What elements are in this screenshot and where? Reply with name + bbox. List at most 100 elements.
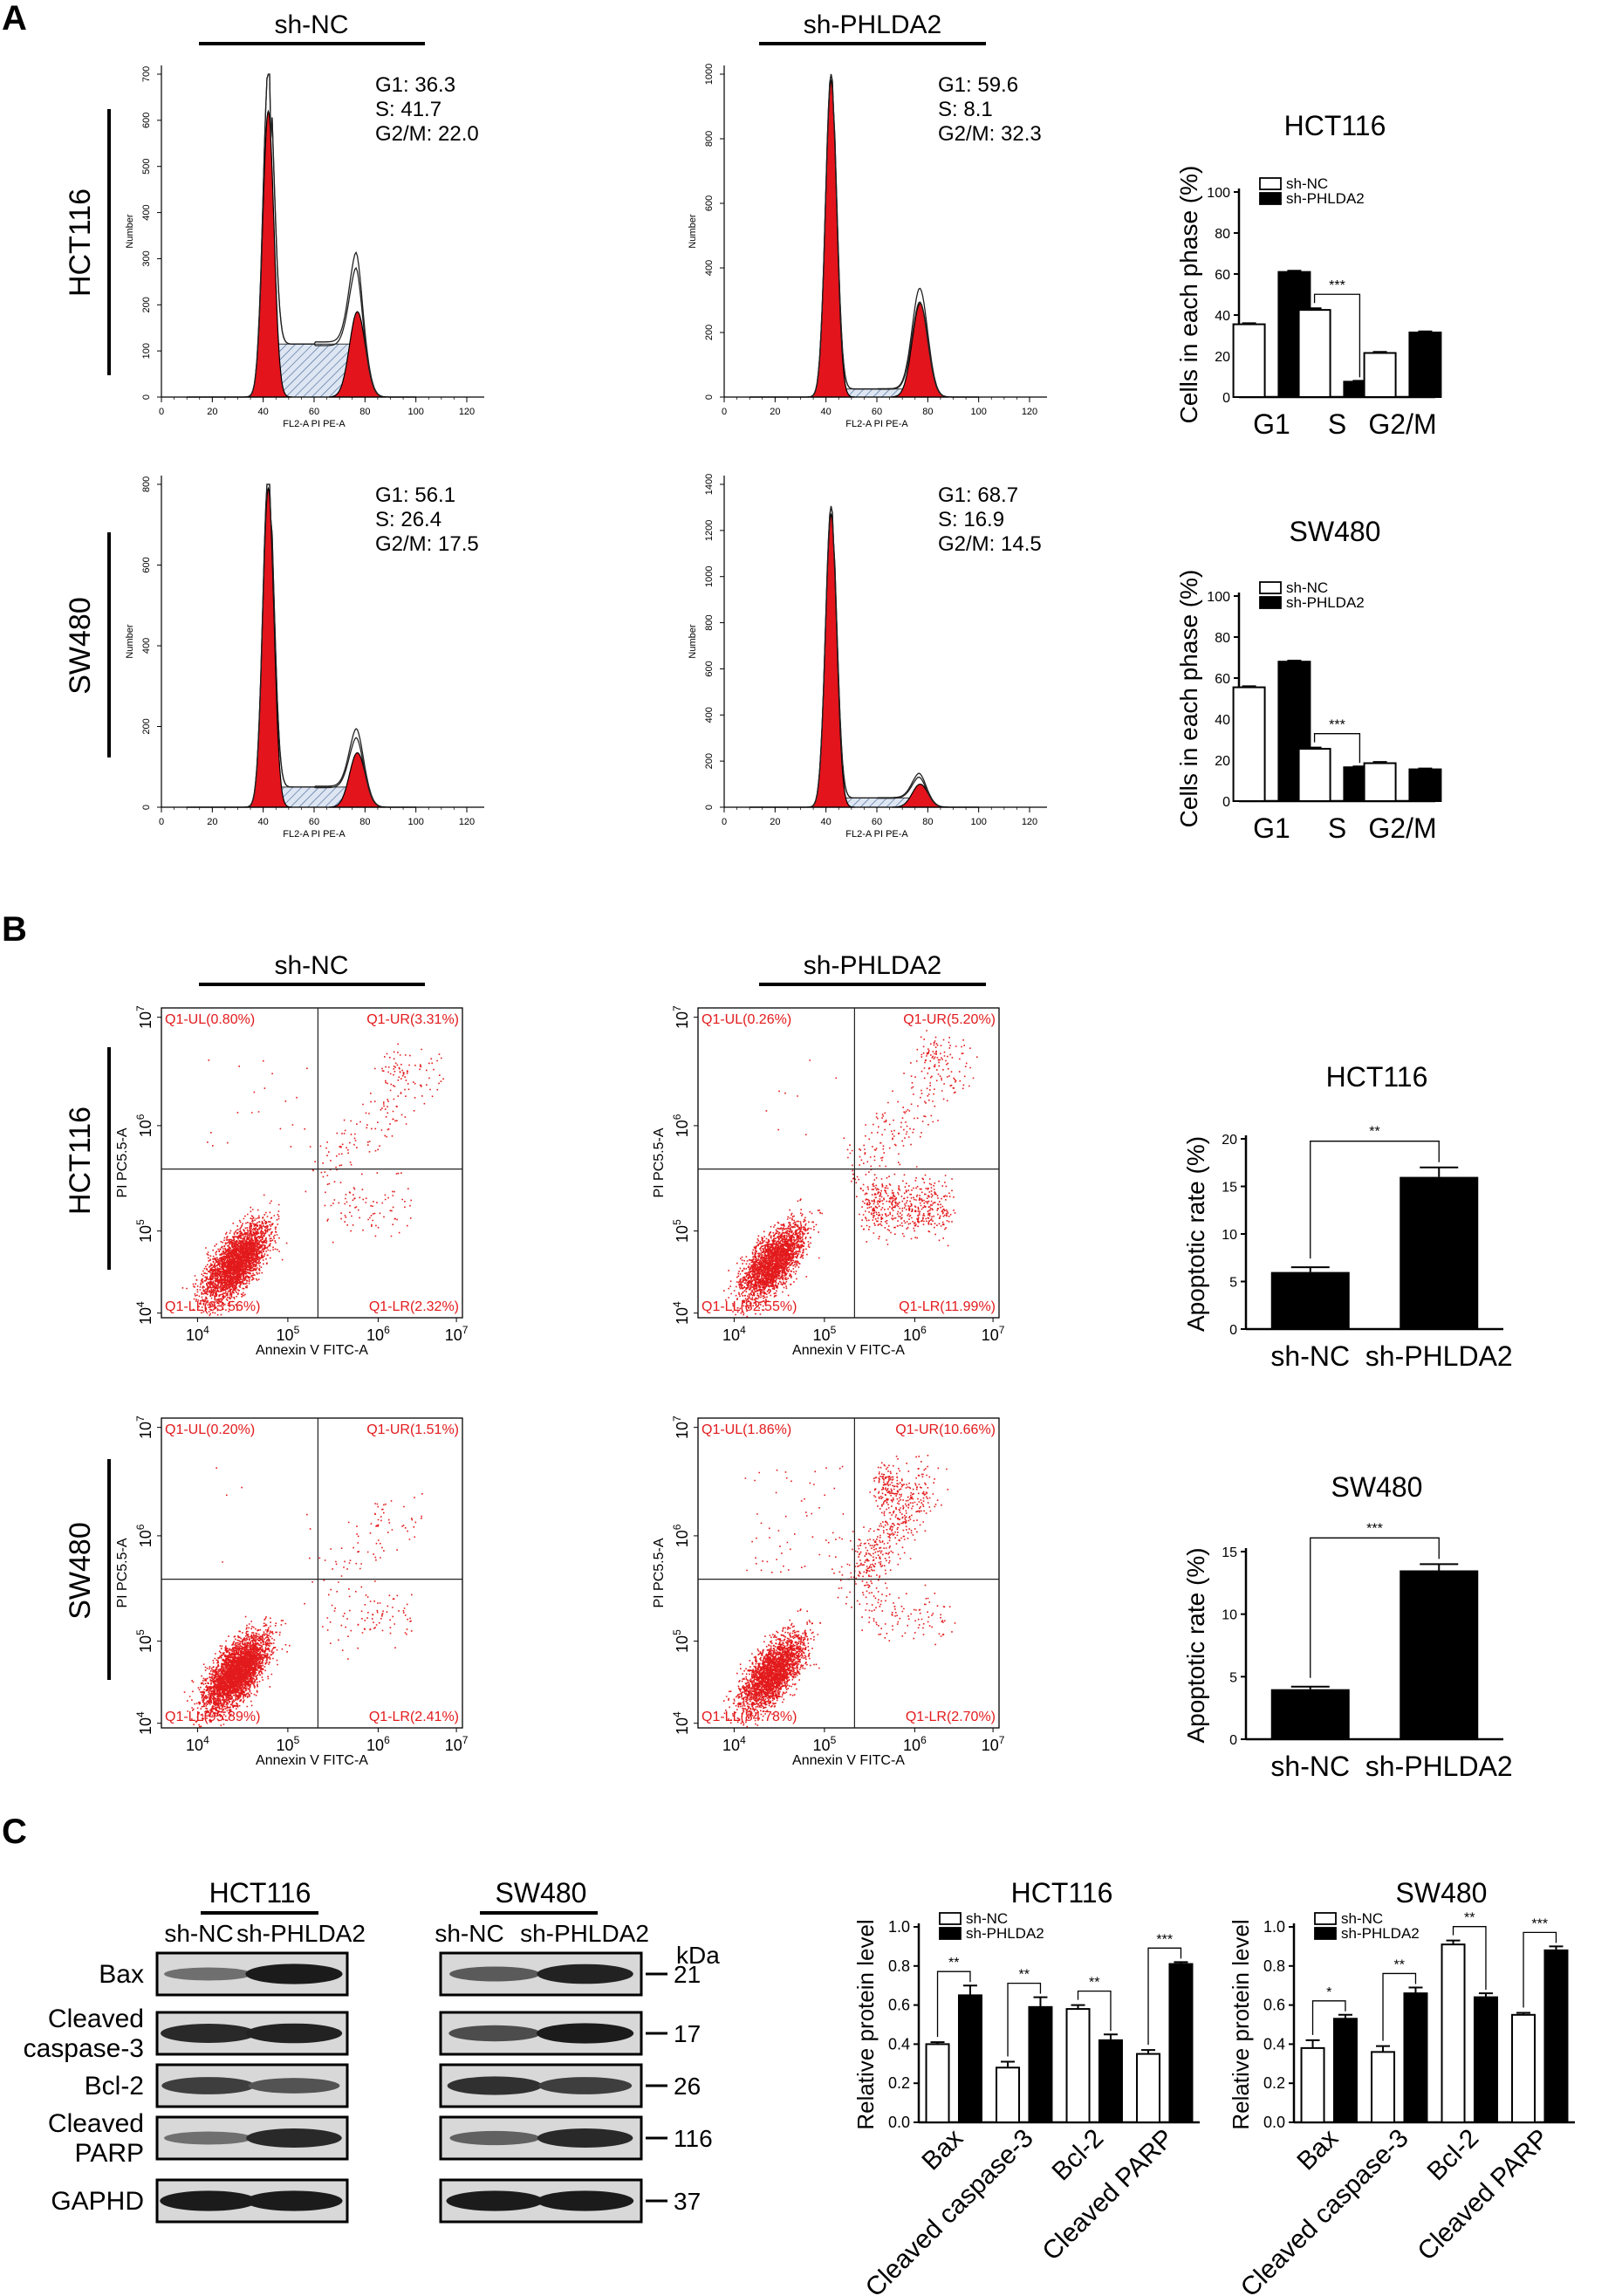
y-tick-label: 200 — [141, 297, 152, 312]
legend-label: sh-NC — [1286, 579, 1328, 596]
y-tick-label: 0 — [141, 805, 152, 810]
phase-stat: G2/M: 14.5 — [938, 532, 1042, 556]
y-tick-label: 800 — [141, 476, 152, 492]
x-tick-label: 0 — [159, 817, 164, 827]
wb-lane-shphlda2-sw480: sh-PHLDA2 — [520, 1920, 649, 1947]
x-axis-label: Annexin V FITC-A — [256, 1753, 368, 1768]
quadrant-ll-label: Q1-LL(95.89%) — [165, 1710, 260, 1724]
y-tick-label: 0.8 — [888, 1957, 910, 1975]
y-axis-label: PI PC5.5-A — [652, 1127, 667, 1197]
y-tick-label: 106 — [134, 1114, 154, 1137]
bar-chart-1: SW480 0 20 40 60 80 100 Cells in each phase (%)… — [1175, 516, 1442, 844]
x-tick-label: 106 — [903, 1324, 927, 1344]
y-axis-label: Cells in each phase (%) — [1175, 570, 1202, 828]
protein-band — [164, 2131, 253, 2145]
x-tick-label: 80 — [922, 817, 933, 827]
protein-band — [537, 2190, 634, 2211]
significance-label: ** — [1394, 1957, 1405, 1972]
significance-bracket — [1452, 1926, 1487, 1991]
bar — [1363, 762, 1397, 803]
x-tick-label: 104 — [722, 1734, 746, 1754]
significance-bracket — [1313, 293, 1361, 378]
y-tick-label: 80 — [1215, 631, 1230, 646]
bar — [996, 2066, 1021, 2124]
y-tick-label: 1000 — [704, 565, 715, 586]
y-tick-label: 10 — [1222, 1608, 1237, 1623]
x-tick-label: 120 — [459, 407, 475, 417]
y-tick-label: 0.8 — [1263, 1957, 1285, 1975]
significance-label: *** — [1366, 1521, 1383, 1536]
significance-bracket — [1147, 1947, 1182, 2046]
x-tick-label: 104 — [722, 1324, 746, 1344]
western-blots: HCT116 SW480 sh-NC sh-PHLDA2 sh-NC sh-PH… — [24, 1877, 720, 2224]
y-axis-label: Number — [688, 214, 698, 248]
quadrant-lr-label: Q1-LR(2.70%) — [906, 1710, 996, 1724]
quadrant-ll-label: Q1-LL(93.56%) — [165, 1299, 260, 1314]
group-header-shphlda2-a: sh-PHLDA2 — [804, 10, 941, 39]
quadrant-ul-label: Q1-UL(0.20%) — [165, 1422, 255, 1437]
bar-chart-3: SW480 0 5 10 15 Apoptotic rate (%) sh-NC sh-PHL… — [1182, 1471, 1513, 1782]
protein-band — [446, 2190, 544, 2211]
significance-label: ** — [1464, 1911, 1475, 1926]
x-tick-label: 105 — [813, 1324, 837, 1344]
y-tick-label: 0 — [1229, 1323, 1237, 1338]
chart-title: HCT116 — [1011, 1877, 1113, 1909]
protein-band — [246, 2128, 342, 2148]
blot-strip — [439, 2011, 643, 2056]
y-axis-label: PI PC5.5-A — [115, 1127, 130, 1197]
y-tick-label: 105 — [671, 1629, 691, 1653]
y-tick-label: 600 — [141, 557, 152, 572]
quadrant-ll-label: Q1-LL(84.78%) — [701, 1710, 797, 1724]
y-tick-label: 100 — [141, 343, 152, 359]
y-axis-label: Number — [125, 214, 135, 248]
y-tick-label: 1000 — [704, 64, 715, 85]
kda-value: 26 — [674, 2073, 701, 2100]
bar-chart-5: SW480 0.0 0.2 0.4 0.6 0.8 1.0 Relative protein … — [1228, 1877, 1575, 2296]
event-dots — [723, 1030, 978, 1318]
y-tick-label: 400 — [141, 204, 152, 220]
y-tick-label: 0 — [704, 805, 715, 810]
y-tick-label: 0 — [141, 394, 152, 400]
y-tick-label: 600 — [704, 661, 715, 676]
g1-peak — [807, 512, 855, 808]
y-tick-label: 107 — [134, 1005, 154, 1029]
y-tick-label: 0 — [1229, 1733, 1237, 1748]
legend-label: sh-NC — [1286, 175, 1328, 192]
x-axis-label: FL2-A PI PE-A — [283, 829, 346, 840]
quadrant-ur-label: Q1-UR(5.20%) — [903, 1012, 996, 1027]
y-tick-label: 0 — [704, 394, 715, 400]
phase-stat: G2/M: 32.3 — [938, 122, 1042, 146]
g1-peak — [244, 486, 292, 808]
x-tick-label: 104 — [186, 1734, 209, 1754]
wb-header-sw480: SW480 — [496, 1877, 587, 1909]
protein-label: Bax — [99, 1960, 144, 1989]
x-tick-label: 80 — [359, 407, 370, 417]
y-tick-label: 0 — [1222, 391, 1230, 406]
bar — [1473, 1996, 1498, 2123]
blot-strip — [439, 2178, 643, 2224]
category-label: G2/M — [1368, 408, 1436, 440]
y-tick-label: 0.0 — [888, 2114, 910, 2131]
significance-bracket — [1310, 1537, 1440, 1678]
y-tick-label: 105 — [671, 1219, 691, 1243]
blot-strip — [439, 1951, 643, 1997]
bar — [1168, 1963, 1194, 2124]
protein-band — [538, 2077, 633, 2094]
kda-value: 17 — [674, 2020, 701, 2047]
y-tick-label: 800 — [704, 131, 715, 147]
y-tick-label: 20 — [1215, 350, 1230, 365]
plot-frame — [161, 1417, 463, 1729]
phase-stat: S: 8.1 — [938, 98, 993, 121]
protein-band — [245, 2190, 343, 2211]
x-tick-label: 40 — [258, 407, 269, 417]
phase-stat: G2/M: 22.0 — [375, 122, 479, 146]
blot-strip — [439, 2115, 643, 2161]
bar — [1441, 1943, 1466, 2123]
y-tick-label: 500 — [141, 159, 152, 175]
y-tick-label: 15 — [1222, 1546, 1237, 1560]
kda-value: 21 — [674, 1961, 701, 1988]
quadrant-ul-label: Q1-UL(0.80%) — [165, 1012, 255, 1027]
wb-lane-shphlda2-hct116: sh-PHLDA2 — [236, 1920, 366, 1947]
legend-label: sh-PHLDA2 — [1286, 190, 1365, 207]
